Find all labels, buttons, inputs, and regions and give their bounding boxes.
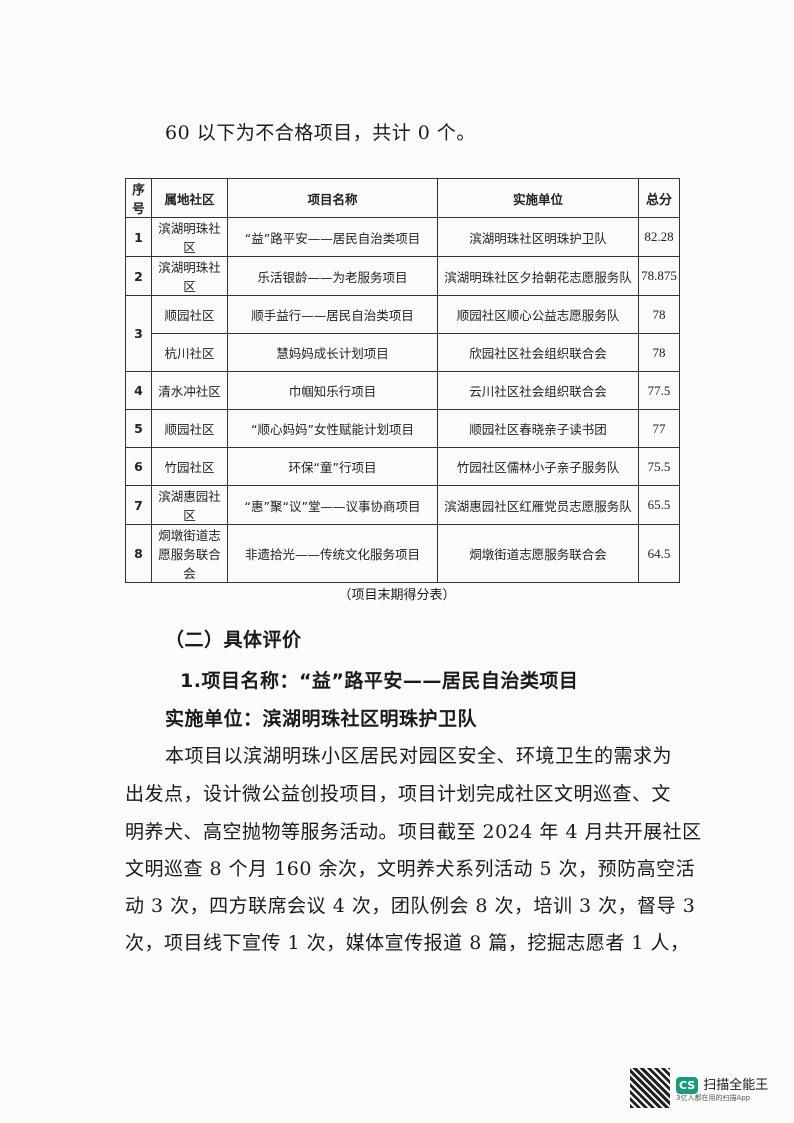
cell-score: 75.5 [638,447,680,486]
table-row: 6 竹园社区 环保“童”行项目 竹园社区儒林小子亲子服务队 75.5 [125,447,680,486]
cell-unit: 顺园社区春晓亲子读书团 [437,409,639,448]
cell-no: 1 [125,217,152,257]
cell-community: 杭川社区 [151,333,228,372]
cell-score: 78 [638,295,680,334]
paragraph-line: 本项目以滨湖明珠小区居民对园区安全、环境卫生的需求为 [165,745,673,767]
paragraph-line: 次，项目线下宣传 1 次，媒体宣传报道 8 篇，挖掘志愿者 1 人， [125,932,690,954]
paragraph-line: 文明巡查 8 个月 160 余次，文明养犬系列活动 5 次，预防高空活 [125,858,696,880]
cell-no: 3 [125,295,152,372]
cell-unit: 云川社区社会组织联合会 [437,371,639,410]
cell-project: 非遗拾光——传统文化服务项目 [227,524,438,583]
watermark-name: 扫描全能王 [703,1077,769,1093]
cell-community: 烔墩街道志愿服务联合会 [151,524,228,583]
cell-no: 4 [125,371,152,410]
paragraph-line: 动 3 次，四方联席会议 4 次，团队例会 8 次，培训 3 次，督导 3 [125,895,696,917]
paragraph-line: 明养犬、高空抛物等服务活动。项目截至 2024 年 4 月共开展社区 [125,821,702,843]
cell-project: “惠”聚“议”堂——议事协商项目 [227,485,438,525]
cell-community: 顺园社区 [151,409,228,448]
cell-score: 64.5 [638,524,680,583]
header-project: 项目名称 [227,178,438,218]
table-header: 序号 属地社区 项目名称 实施单位 总分 [125,178,680,218]
section-heading: （二）具体评价 [165,629,302,651]
table-caption: （项目末期得分表） [338,588,456,603]
cell-no: 5 [125,409,152,448]
cell-no: 2 [125,256,152,296]
cell-no: 7 [125,485,152,525]
cell-score: 78 [638,333,680,372]
cell-score: 65.5 [638,485,680,525]
table-row: 2 滨湖明珠社区 乐活银龄——为老服务项目 滨湖明珠社区夕拾朝花志愿服务队 78.875 [125,256,680,296]
intro-text: 60 以下为不合格项目，共计 0 个。 [165,122,476,144]
cell-community: 清水冲社区 [151,371,228,410]
paragraph-line: 出发点，设计微公益创投项目，项目计划完成社区文明巡查、文 [125,783,672,805]
table-row: 1 滨湖明珠社区 “益”路平安——居民自治类项目 滨湖明珠社区明珠护卫队 82.28 [125,217,680,257]
table-row: 杭川社区 慧妈妈成长计划项目 欣园社区社会组织联合会 78 [126,333,680,372]
table-row: 3 顺园社区 顺手益行——居民自治类项目 顺园社区顺心公益志愿服务队 78 [125,295,680,372]
cell-community: 滨湖明珠社区 [151,217,228,257]
camscanner-logo-icon: CS [676,1076,699,1094]
cell-unit: 滨湖惠园社区红雁党员志愿服务队 [437,485,639,525]
unit-line: 实施单位：滨湖明珠社区明珠护卫队 [165,708,478,730]
cell-unit: 顺园社区顺心公益志愿服务队 [437,295,639,334]
cell-unit: 烔墩街道志愿服务联合会 [437,524,639,583]
cell-no: 6 [125,447,152,486]
cell-no: 8 [125,524,152,583]
cell-score: 82.28 [638,217,680,257]
cell-community: 顺园社区 [151,295,228,334]
cell-project: 顺手益行——居民自治类项目 [227,295,438,334]
watermark-slogan: 3亿人都在用的扫描App [676,1093,751,1102]
table-row: 7 滨湖惠园社区 “惠”聚“议”堂——议事协商项目 滨湖惠园社区红雁党员志愿服务队 65… [125,485,680,525]
qr-code-icon [630,1068,670,1108]
cell-project: “顺心妈妈”女性赋能计划项目 [227,409,438,448]
cell-score: 77.5 [638,371,680,410]
table-row: 5 顺园社区 “顺心妈妈”女性赋能计划项目 顺园社区春晓亲子读书团 77 [125,409,680,448]
cell-unit: 欣园社区社会组织联合会 [437,333,639,372]
cell-unit: 竹园社区儒林小子亲子服务队 [437,447,639,486]
table-row: 4 清水冲社区 巾帼知乐行项目 云川社区社会组织联合会 77.5 [125,371,680,410]
cell-unit: 滨湖明珠社区明珠护卫队 [437,217,639,257]
cell-project: 乐活银龄——为老服务项目 [227,256,438,296]
cell-community: 竹园社区 [151,447,228,486]
score-table: 序号 属地社区 项目名称 实施单位 总分 1 滨湖明珠社区 “益”路平安——居民自治… [125,178,680,583]
cell-community: 滨湖惠园社区 [151,485,228,525]
table-row: 8 烔墩街道志愿服务联合会 非遗拾光——传统文化服务项目 烔墩街道志愿服务联合会 64.… [125,524,680,583]
cell-project: 巾帼知乐行项目 [227,371,438,410]
header-score: 总分 [638,178,680,218]
header-no: 序号 [125,178,152,218]
cell-score: 77 [638,409,680,448]
cell-unit: 滨湖明珠社区夕拾朝花志愿服务队 [437,256,639,296]
cell-project: 慧妈妈成长计划项目 [227,333,438,372]
item-title: 1.项目名称：“益”路平安——居民自治类项目 [180,670,579,692]
cell-score: 78.875 [638,256,680,296]
header-unit: 实施单位 [437,178,639,218]
cell-project: “益”路平安——居民自治类项目 [227,217,438,257]
cell-project: 环保“童”行项目 [227,447,438,486]
header-community: 属地社区 [151,178,228,218]
cell-community: 滨湖明珠社区 [151,256,228,296]
scanner-watermark: CS 扫描全能王 3亿人都在用的扫描App [630,1068,768,1108]
